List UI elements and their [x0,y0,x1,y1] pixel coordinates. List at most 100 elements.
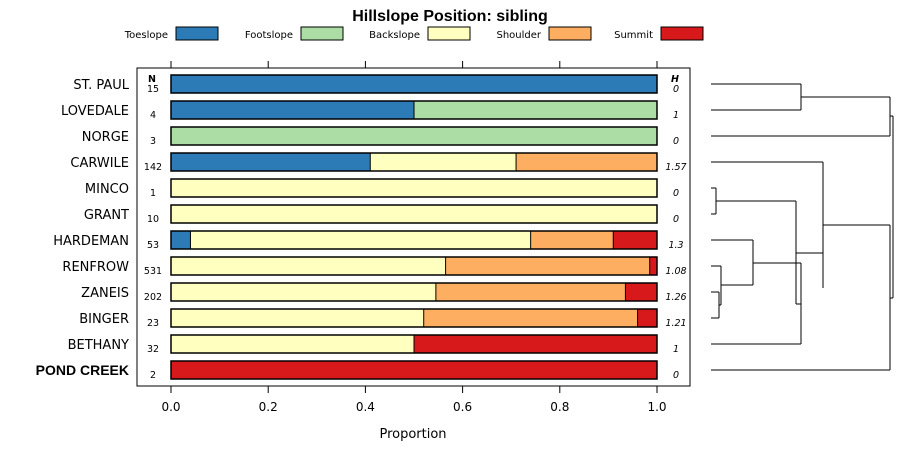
category-label: RENFROW [62,260,129,275]
legend-swatch [300,26,344,41]
category-label: HARDEMAN [53,234,129,249]
legend-label: Toeslope [124,30,168,41]
n-value: 23 [147,318,159,329]
n-value: 32 [147,344,159,355]
h-value: 1 [673,344,679,355]
dendrogram-branch [711,263,802,345]
x-tick-label: 0.4 [356,400,375,414]
bar-segment-backslope [171,283,436,301]
legend-swatch [548,26,592,41]
h-value: 0 [673,188,679,199]
x-tick-label: 1.0 [647,400,666,414]
category-label: POND CREEK [36,362,129,378]
dendrogram-branch [711,187,796,215]
bar-segment-toeslope [171,101,414,119]
legend: Toeslope Footslope Backslope Shoulder Summit [124,26,704,41]
bar-outline [170,152,658,172]
dendrogram-branch [711,265,753,305]
bar-segment-toeslope [171,231,191,249]
chart-rows: ST. PAUL 15 0 LOVEDALE 4 1 NORGE 3 0 CARWILE 142 1.… [36,74,687,381]
bar-segment-backslope [171,179,657,197]
legend-swatch [427,26,471,41]
bar-segment-shoulder [435,283,626,301]
category-label: BINGER [79,312,129,327]
bar-segment-summit [637,309,657,327]
h-value: 0 [673,214,679,225]
category-label: ZANEIS [81,286,129,301]
bar-segment-shoulder [445,257,650,275]
h-value: 1 [673,110,679,121]
bar-segment-backslope [171,205,657,223]
dendrogram-branch [711,291,721,319]
plot-frame [136,67,691,387]
h-value: 0 [673,370,679,381]
bar-segment-shoulder [423,309,638,327]
n-value: 142 [144,162,162,173]
bar-segment-shoulder [530,231,614,249]
h-value: 1.08 [665,266,686,277]
category-label: ST. PAUL [73,78,129,93]
category-label: MINCO [85,182,129,197]
bar-segment-footslope [171,127,657,145]
n-value: 1 [150,188,156,199]
x-axis-title: Proportion [379,427,446,442]
category-label: NORGE [82,130,129,145]
bar-segment-backslope [190,231,531,249]
chart-title: Hillslope Position: sibling [352,8,548,25]
bar-outline [170,360,658,380]
dendrogram-branch [711,161,890,288]
legend-label: Summit [614,30,653,41]
bar-outline [170,204,658,224]
x-tick-label: 0.0 [161,400,180,414]
bar-segment-shoulder [516,153,657,171]
bar-segment-toeslope [171,75,657,93]
n-value: 202 [144,292,162,303]
n-value: 15 [147,84,159,95]
n-value: 531 [144,266,162,277]
legend-label: Shoulder [496,30,541,41]
dendrogram-branch [711,97,893,137]
bar-outline [170,334,658,354]
n-column-header: N [148,74,156,85]
bar-segment-backslope [171,257,446,275]
bar-segment-backslope [171,335,414,353]
h-value: 1.3 [668,240,683,251]
bar-outline [170,282,658,302]
bar-outline [170,308,658,328]
legend-label: Footslope [245,30,293,41]
n-value: 10 [147,214,159,225]
n-value: 53 [147,240,159,251]
dendrogram-branch [711,116,894,371]
bar-segment-backslope [171,309,424,327]
h-value: 0 [673,84,679,95]
bar-outline [170,256,658,276]
bar-segment-backslope [370,153,517,171]
bar-outline [170,178,658,198]
bar-outline [170,100,658,120]
legend-swatch [660,26,704,41]
x-tick-label: 0.6 [453,400,472,414]
category-label: GRANT [84,208,129,223]
dendrogram-branch [711,83,890,111]
bar-outline [170,230,658,250]
bar-segment-summit [414,335,657,353]
dendrogram [711,83,894,371]
n-value: 3 [150,136,156,147]
x-tick-label: 0.2 [259,400,278,414]
h-value: 0 [673,136,679,147]
bar-segment-footslope [414,101,657,119]
h-value: 1.21 [665,318,686,329]
legend-swatch [175,26,219,41]
n-value: 2 [150,370,156,381]
bar-outline [170,74,658,94]
category-label: LOVEDALE [61,104,129,119]
dendrogram-branch [795,201,823,304]
category-label: BETHANY [68,338,129,353]
bar-segment-summit [171,361,657,379]
h-value: 1.57 [665,162,686,173]
bar-outline [170,126,658,146]
bar-segment-summit [613,231,657,249]
bar-segment-summit [649,257,657,275]
x-tick-label: 0.8 [550,400,569,414]
dendrogram-branch [711,239,801,285]
